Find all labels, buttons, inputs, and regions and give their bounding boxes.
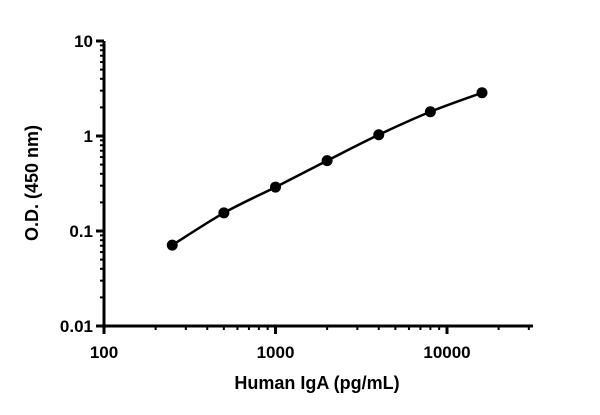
x-tick-label: 10000 <box>423 343 470 362</box>
data-point <box>166 239 178 251</box>
data-point <box>270 181 281 193</box>
y-axis: 0.01 0.1 1 10 <box>60 32 106 336</box>
fit-curve <box>171 91 483 247</box>
y-tick-label: 0.01 <box>60 317 93 336</box>
x-axis-title: Human IgA (pg/mL) <box>234 373 399 393</box>
data-point <box>476 87 488 99</box>
x-axis: 100 1000 10000 <box>90 324 533 362</box>
data-point <box>373 129 385 141</box>
y-tick-label: 0.1 <box>69 222 93 241</box>
y-tick-label: 1 <box>84 127 93 146</box>
x-tick-label: 1000 <box>257 343 295 362</box>
plot-area <box>166 87 488 251</box>
data-point <box>321 155 333 167</box>
data-point <box>424 106 436 118</box>
y-axis-title: O.D. (450 nm) <box>22 125 42 241</box>
x-tick-label: 100 <box>90 343 118 362</box>
y-tick-label: 10 <box>74 32 93 51</box>
data-point <box>218 207 230 219</box>
